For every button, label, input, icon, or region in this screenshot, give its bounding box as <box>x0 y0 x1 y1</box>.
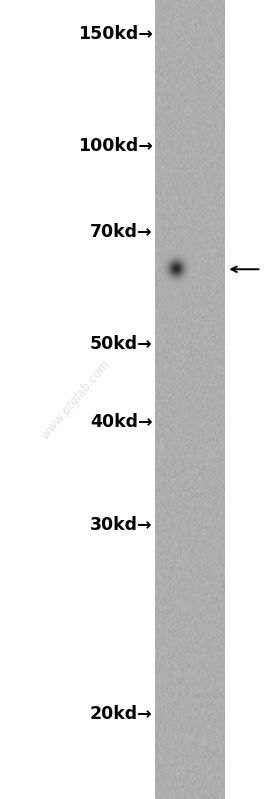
Text: 40kd→: 40kd→ <box>90 413 153 431</box>
Text: 50kd→: 50kd→ <box>90 335 153 352</box>
Text: 70kd→: 70kd→ <box>90 223 153 240</box>
Text: 30kd→: 30kd→ <box>90 516 153 534</box>
Text: 150kd→: 150kd→ <box>78 26 153 43</box>
Text: 100kd→: 100kd→ <box>78 137 153 155</box>
Text: www.ptglab.com: www.ptglab.com <box>39 358 112 441</box>
Text: 20kd→: 20kd→ <box>90 705 153 722</box>
